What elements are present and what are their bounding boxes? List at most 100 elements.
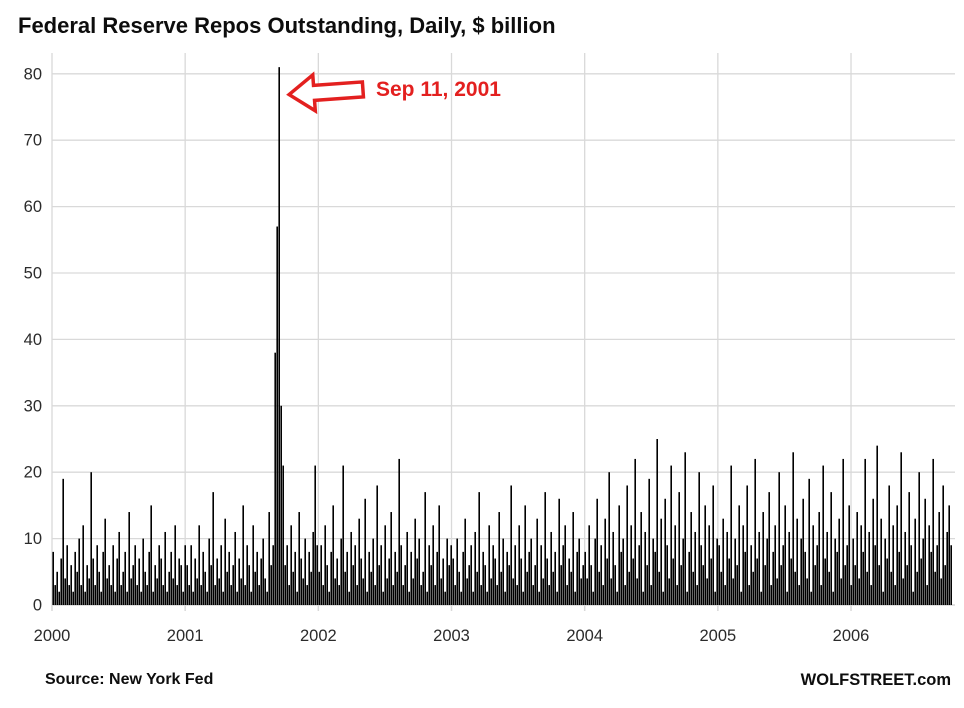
bar bbox=[902, 578, 904, 605]
bar bbox=[836, 551, 838, 605]
bar bbox=[948, 505, 950, 605]
bar bbox=[946, 531, 948, 605]
bar bbox=[108, 565, 110, 605]
bar bbox=[550, 531, 552, 605]
x-tick-label: 2004 bbox=[566, 627, 603, 645]
bar bbox=[658, 571, 660, 605]
bar bbox=[176, 585, 178, 605]
bar bbox=[850, 585, 852, 605]
bar bbox=[944, 565, 946, 605]
bar bbox=[280, 405, 282, 605]
bar bbox=[82, 525, 84, 605]
bar bbox=[572, 512, 574, 605]
bar bbox=[198, 525, 200, 605]
bar bbox=[764, 565, 766, 605]
brand-wolfstreet: WOLFSTREET.com bbox=[800, 671, 951, 689]
y-tick-label: 30 bbox=[24, 397, 42, 415]
chart-title: Federal Reserve Repos Outstanding, Daily… bbox=[18, 13, 556, 38]
bar bbox=[724, 585, 726, 605]
bar bbox=[60, 558, 62, 605]
bar bbox=[162, 585, 164, 605]
bar bbox=[604, 518, 606, 605]
bar bbox=[520, 558, 522, 605]
bar bbox=[316, 545, 318, 605]
bar bbox=[222, 591, 224, 605]
bar bbox=[754, 458, 756, 605]
bar bbox=[220, 545, 222, 605]
bar bbox=[640, 512, 642, 605]
bar bbox=[806, 578, 808, 605]
bar bbox=[584, 551, 586, 605]
bar bbox=[480, 585, 482, 605]
bar bbox=[196, 578, 198, 605]
bar bbox=[96, 545, 98, 605]
bar bbox=[268, 512, 270, 605]
bar bbox=[286, 545, 288, 605]
bar bbox=[912, 591, 914, 605]
bar bbox=[356, 585, 358, 605]
bar bbox=[546, 558, 548, 605]
bar bbox=[326, 565, 328, 605]
bar bbox=[752, 571, 754, 605]
bar bbox=[352, 565, 354, 605]
bar bbox=[212, 492, 214, 605]
bar bbox=[484, 565, 486, 605]
y-tick-label: 40 bbox=[24, 331, 42, 349]
bar bbox=[92, 558, 94, 605]
bar bbox=[688, 551, 690, 605]
bar bbox=[254, 571, 256, 605]
bar bbox=[240, 578, 242, 605]
bar bbox=[828, 571, 830, 605]
bar bbox=[320, 545, 322, 605]
bar bbox=[854, 565, 856, 605]
bar bbox=[358, 518, 360, 605]
bar bbox=[444, 591, 446, 605]
bar bbox=[104, 518, 106, 605]
y-tick-label: 80 bbox=[24, 65, 42, 83]
bar bbox=[456, 538, 458, 605]
bar bbox=[866, 571, 868, 605]
bar bbox=[406, 531, 408, 605]
bar bbox=[666, 545, 668, 605]
bar bbox=[340, 538, 342, 605]
bar bbox=[124, 551, 126, 605]
x-tick-label: 2000 bbox=[34, 627, 71, 645]
bar bbox=[338, 585, 340, 605]
bar bbox=[558, 498, 560, 605]
bar bbox=[264, 578, 266, 605]
bar bbox=[118, 531, 120, 605]
bar bbox=[374, 585, 376, 605]
bar bbox=[730, 465, 732, 605]
bar bbox=[434, 585, 436, 605]
bar bbox=[200, 585, 202, 605]
bar bbox=[880, 518, 882, 605]
bar bbox=[576, 551, 578, 605]
bar bbox=[430, 565, 432, 605]
x-tick-label: 2002 bbox=[300, 627, 337, 645]
bar bbox=[54, 585, 56, 605]
bar bbox=[886, 558, 888, 605]
bar bbox=[206, 591, 208, 605]
bar bbox=[152, 591, 154, 605]
bar bbox=[824, 558, 826, 605]
bar bbox=[68, 585, 70, 605]
bar bbox=[950, 545, 952, 605]
bar bbox=[648, 478, 650, 605]
bar bbox=[170, 551, 172, 605]
bar bbox=[100, 591, 102, 605]
bar bbox=[796, 518, 798, 605]
bar bbox=[308, 551, 310, 605]
bar bbox=[726, 531, 728, 605]
bar bbox=[410, 551, 412, 605]
bar bbox=[126, 591, 128, 605]
bar bbox=[582, 565, 584, 605]
bar bbox=[768, 492, 770, 605]
bar bbox=[306, 585, 308, 605]
bar bbox=[310, 571, 312, 605]
bar bbox=[360, 558, 362, 605]
bar bbox=[154, 565, 156, 605]
bar bbox=[832, 591, 834, 605]
bar bbox=[178, 558, 180, 605]
bar bbox=[288, 585, 290, 605]
bar bbox=[914, 518, 916, 605]
